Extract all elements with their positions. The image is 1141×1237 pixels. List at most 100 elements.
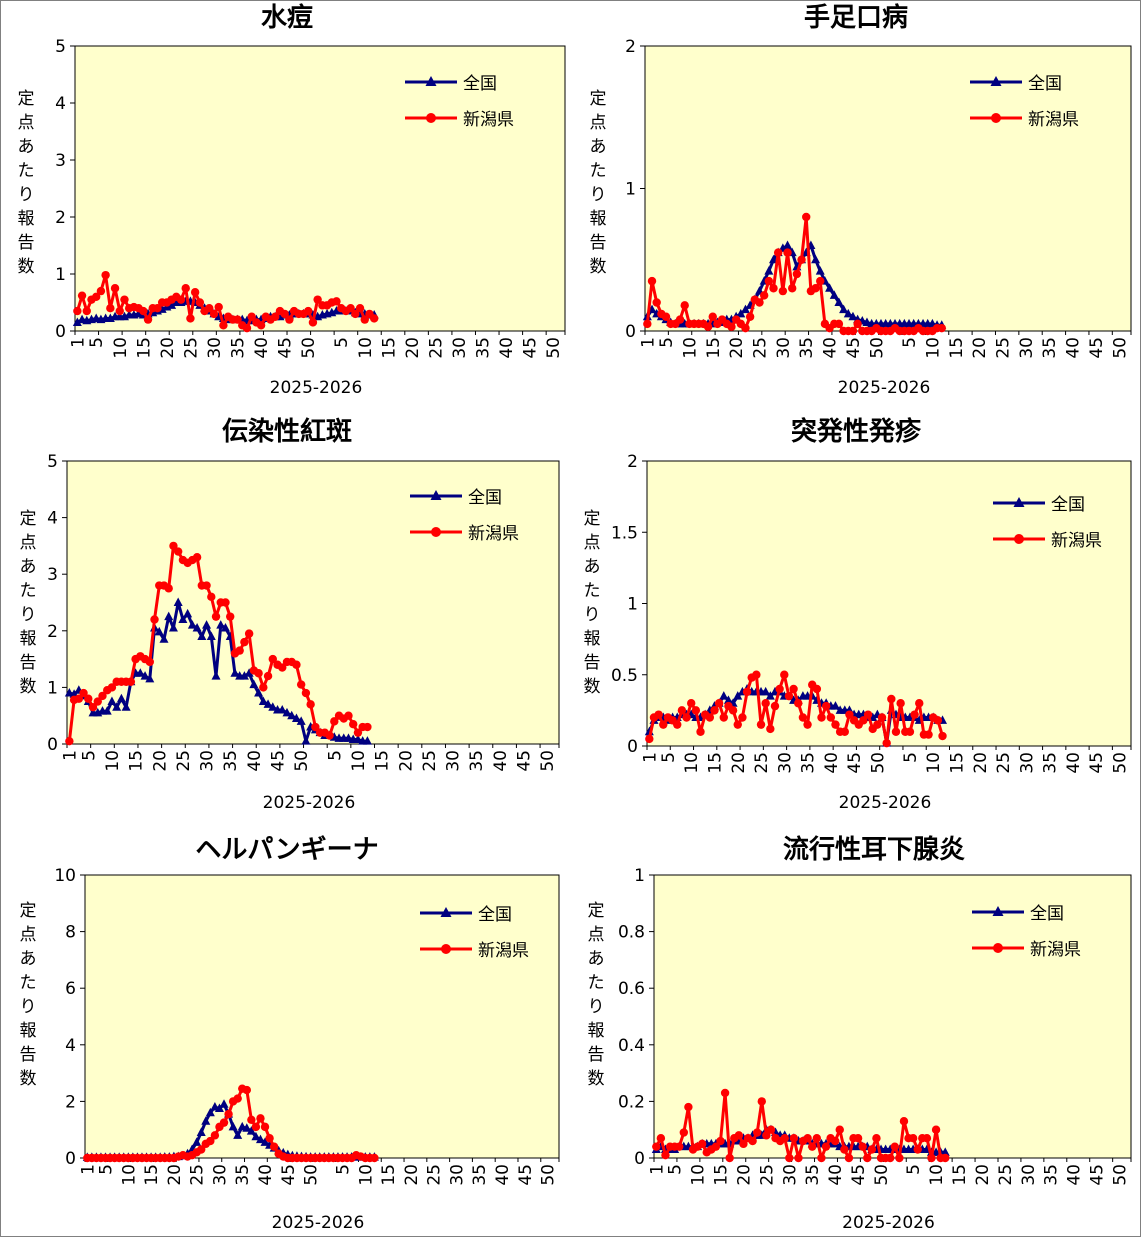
data-point-national	[233, 1130, 243, 1139]
data-point-niigata	[741, 323, 750, 333]
y-tick-label: 0	[55, 322, 66, 342]
y-axis-label-char: 数	[584, 677, 601, 697]
data-point-national	[192, 622, 202, 632]
data-point-niigata	[797, 255, 806, 264]
data-point-niigata	[271, 312, 280, 321]
x-tick-label: 35	[799, 752, 819, 774]
data-point-niigata	[738, 713, 747, 722]
data-point-national	[173, 597, 183, 606]
data-point-national	[258, 696, 268, 706]
plot-area	[644, 45, 1132, 332]
x-tick-label: 35	[1041, 752, 1061, 774]
data-point-national	[159, 634, 169, 643]
y-axis-label-char: 告	[590, 233, 607, 253]
data-point-niigata	[873, 720, 882, 729]
data-point-niigata	[789, 684, 798, 694]
x-tick-label: 30	[780, 1164, 800, 1186]
data-point-niigata	[268, 654, 277, 664]
data-point-national	[205, 1107, 215, 1117]
data-point-national	[107, 696, 117, 706]
data-point-niigata	[803, 720, 812, 729]
data-point-niigata	[899, 1117, 909, 1126]
data-point-niigata	[755, 298, 764, 307]
data-point-niigata	[788, 284, 797, 293]
x-tick-label: 35	[1040, 337, 1060, 359]
data-point-niigata	[882, 738, 891, 748]
data-point-niigata	[247, 1115, 256, 1124]
y-tick-label: 2	[47, 622, 58, 642]
x-tick-label: 50	[539, 1164, 559, 1186]
plot-area	[74, 45, 566, 332]
data-point-national	[834, 297, 844, 306]
x-tick-label: 25	[181, 337, 201, 359]
y-axis-label-char: あ	[588, 949, 605, 969]
data-point-niigata	[351, 309, 360, 319]
data-point-niigata	[643, 319, 652, 329]
y-tick-label: 5	[47, 452, 58, 472]
y-axis-label-char: 数	[20, 677, 37, 697]
y-tick-label: 0.8	[618, 923, 645, 943]
data-point-national	[301, 736, 311, 745]
data-point-national	[216, 620, 226, 629]
y-axis-label-char: あ	[20, 557, 37, 577]
x-tick-label: 5	[332, 337, 352, 348]
y-axis-label-char: 告	[588, 1045, 605, 1065]
data-point-niigata	[831, 720, 840, 729]
y-axis-label-char: 数	[590, 257, 607, 277]
x-tick-label: 5	[334, 1164, 354, 1175]
x-tick-label: 5	[325, 750, 345, 761]
data-point-niigata	[794, 1153, 803, 1163]
data-point-niigata	[654, 710, 663, 719]
x-tick-label: 30	[1017, 337, 1037, 359]
data-point-niigata	[687, 699, 696, 708]
y-tick-label: 5	[55, 37, 66, 57]
x-tick-label: 50	[1110, 337, 1130, 359]
x-tick-label: 50	[1110, 752, 1130, 774]
x-tick-label: 30	[1017, 752, 1037, 774]
data-point-niigata	[927, 1153, 936, 1163]
y-axis-label-char: 告	[20, 653, 37, 673]
data-point-niigata	[848, 326, 858, 336]
data-point-niigata	[783, 248, 792, 257]
data-point-niigata	[645, 734, 654, 744]
x-tick-label: 35	[221, 750, 241, 772]
x-tick-label: 50	[538, 750, 558, 772]
x-tick-label: 40	[497, 337, 517, 359]
x-tick-label: 25	[996, 1164, 1016, 1186]
x-axis-label: 2025-2026	[839, 793, 932, 813]
data-point-niigata	[896, 699, 905, 708]
data-point-niigata	[115, 306, 124, 316]
data-point-niigata	[659, 720, 668, 729]
series-line-niigata	[647, 673, 944, 745]
y-tick-label: 3	[47, 565, 58, 585]
data-point-national	[249, 679, 259, 689]
data-point-niigata	[817, 713, 826, 722]
data-point-niigata	[280, 309, 289, 319]
data-point-national	[719, 691, 729, 700]
data-point-niigata	[186, 314, 195, 323]
y-axis-label-char: 報	[584, 629, 601, 649]
y-axis-label-char: り	[584, 605, 601, 625]
data-point-niigata	[922, 1133, 932, 1143]
data-point-niigata	[259, 683, 268, 692]
data-point-niigata	[206, 1136, 215, 1146]
data-point-niigata	[716, 1136, 725, 1146]
x-tick-label: 30	[198, 750, 218, 772]
legend-marker-niigata	[426, 113, 436, 123]
data-point-niigata	[675, 315, 685, 324]
x-tick-label: 45	[849, 1164, 869, 1186]
x-tick-label: 5	[657, 337, 677, 348]
data-point-national	[255, 1134, 265, 1144]
y-axis-label-char: 定	[20, 509, 37, 529]
x-axis-label: 2025-2026	[263, 793, 356, 813]
x-tick-label: 10	[103, 750, 123, 772]
legend-label-niigata: 新潟県	[468, 524, 519, 544]
data-point-niigata	[720, 1088, 730, 1098]
x-tick-label: 25	[994, 752, 1014, 774]
data-point-niigata	[719, 713, 728, 722]
data-point-niigata	[835, 1125, 844, 1134]
data-point-niigata	[725, 1153, 734, 1163]
y-axis-label: 定点あたり報告数	[20, 901, 37, 1089]
